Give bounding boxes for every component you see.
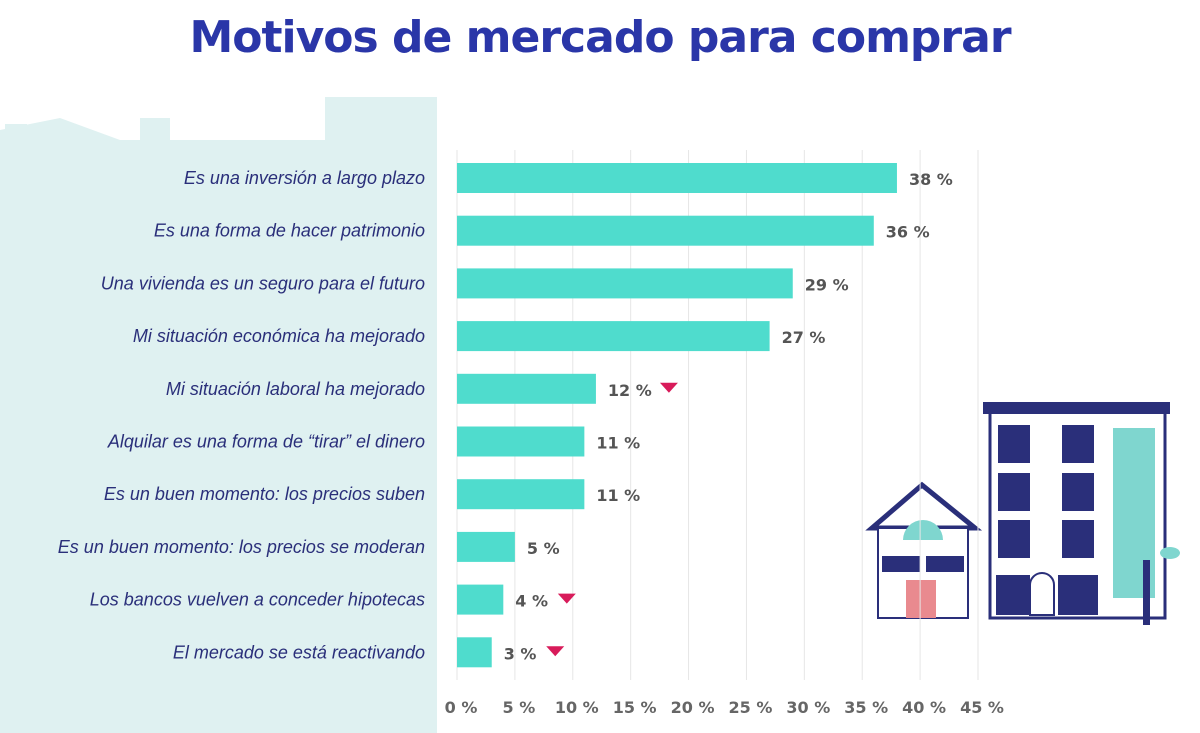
category-label: Mi situación económica ha mejorado [133, 326, 425, 346]
bar [457, 321, 770, 352]
bar [457, 531, 515, 562]
decrease-arrow-icon [659, 382, 678, 393]
buildings-icon [865, 402, 1180, 625]
decrease-arrow-icon [546, 646, 565, 657]
x-tick-label: 15 % [613, 698, 657, 717]
data-label: 29 % [805, 275, 849, 294]
bar [457, 479, 585, 510]
bar [457, 637, 492, 668]
x-tick-label: 25 % [729, 698, 773, 717]
category-label: Alquilar es una forma de “tirar” el dine… [107, 432, 425, 452]
data-label: 11 % [596, 434, 640, 453]
data-label: 5 % [527, 539, 560, 558]
skyline-panel [0, 97, 437, 733]
category-label: Es un buen momento: los precios suben [104, 484, 425, 504]
category-label: El mercado se está reactivando [173, 642, 425, 662]
x-tick-label: 0 % [445, 698, 478, 717]
bar [457, 268, 793, 299]
bar [457, 584, 504, 615]
bar [457, 373, 596, 404]
x-tick-label: 10 % [555, 698, 599, 717]
category-label: Mi situación laboral ha mejorado [166, 379, 425, 399]
category-label: Una vivienda es un seguro para el futuro [101, 273, 425, 293]
category-label: Es una forma de hacer patrimonio [154, 221, 425, 241]
data-label: 38 % [909, 170, 953, 189]
chart-title: Motivos de mercado para comprar [189, 12, 1011, 63]
bar [457, 215, 874, 246]
bar [457, 163, 897, 193]
category-label: Los bancos vuelven a conceder hipotecas [90, 590, 425, 610]
data-label: 11 % [596, 486, 640, 505]
category-label: Es una inversión a largo plazo [184, 168, 425, 188]
x-tick-label: 20 % [671, 698, 715, 717]
bar [457, 426, 585, 457]
x-tick-label: 30 % [786, 698, 830, 717]
data-label: 27 % [782, 328, 826, 347]
x-tick-label: 35 % [844, 698, 888, 717]
x-tick-label: 5 % [503, 698, 536, 717]
data-label: 4 % [515, 592, 548, 611]
x-tick-label: 45 % [960, 698, 1004, 717]
data-label: 36 % [886, 223, 930, 242]
category-label: Es un buen momento: los precios se moder… [58, 537, 425, 557]
data-label: 12 % [608, 381, 652, 400]
decrease-arrow-icon [557, 593, 576, 604]
x-tick-label: 40 % [902, 698, 946, 717]
data-label: 3 % [504, 644, 537, 663]
